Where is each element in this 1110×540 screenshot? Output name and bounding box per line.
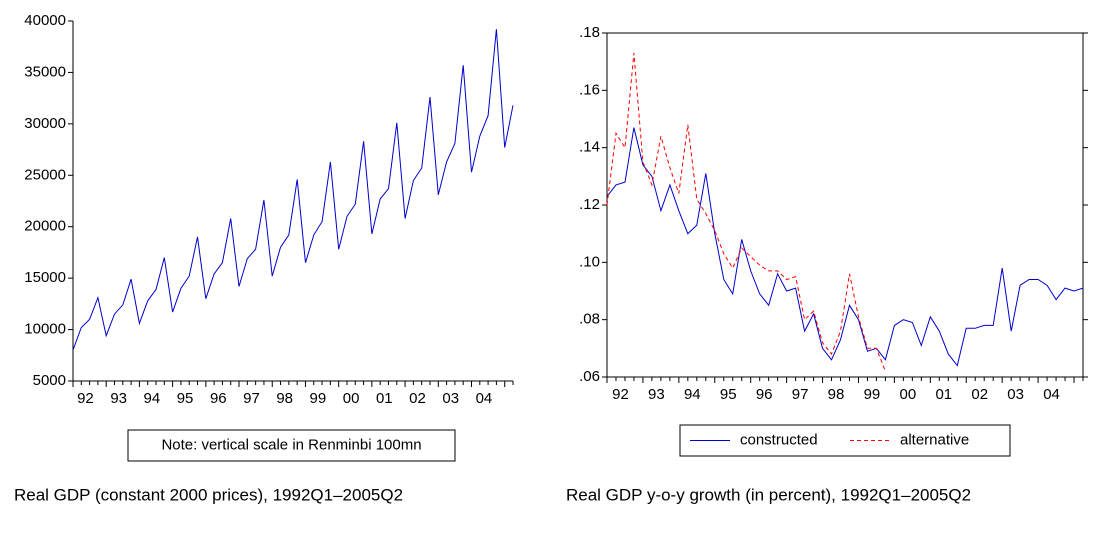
x-tick-label: 02 <box>409 390 426 407</box>
y-tick-label: .16 <box>579 81 600 98</box>
x-tick-label: 04 <box>1043 386 1060 403</box>
y-tick-label: .10 <box>579 253 600 270</box>
x-tick-label: 94 <box>684 386 701 403</box>
x-tick-label: 99 <box>310 390 327 407</box>
y-tick-label: 10000 <box>24 321 66 338</box>
x-tick-label: 96 <box>756 386 773 403</box>
x-tick-label: 01 <box>935 386 952 403</box>
y-tick-label: 15000 <box>24 269 66 286</box>
x-tick-label: 92 <box>612 386 629 403</box>
x-tick-label: 00 <box>343 390 360 407</box>
note-box <box>127 429 456 462</box>
y-tick-label: 35000 <box>24 63 66 80</box>
series-line <box>72 29 514 351</box>
x-tick-label: 03 <box>442 390 459 407</box>
note: Note: vertical scale in Renminbi 100mn <box>161 436 421 453</box>
caption: Real GDP (constant 2000 prices), 1992Q1–… <box>14 485 403 504</box>
y-tick-label: 20000 <box>24 218 66 235</box>
x-tick-label: 95 <box>720 386 737 403</box>
y-tick-label: 40000 <box>24 12 66 29</box>
x-tick-label: 94 <box>144 390 161 407</box>
legend-box <box>679 424 1011 457</box>
y-tick-label: .06 <box>579 368 600 385</box>
x-tick-label: 93 <box>110 390 127 407</box>
x-tick-label: 97 <box>243 390 260 407</box>
x-tick-label: 92 <box>77 390 94 407</box>
x-tick-label: 01 <box>376 390 393 407</box>
legend-label: constructed <box>740 431 818 448</box>
x-tick-label: 96 <box>210 390 227 407</box>
x-tick-label: 03 <box>1007 386 1024 403</box>
y-tick-label: 30000 <box>24 115 66 132</box>
y-tick-label: 25000 <box>24 166 66 183</box>
plot-frame <box>606 32 1084 378</box>
y-tick-label: .08 <box>579 311 600 328</box>
y-tick-label: .12 <box>579 196 600 213</box>
x-tick-label: 04 <box>476 390 493 407</box>
caption: Real GDP y-o-y growth (in percent), 1992… <box>566 485 971 504</box>
legend-label: alternative <box>900 431 969 448</box>
series-line <box>606 127 1084 367</box>
y-tick-label: .18 <box>579 24 600 41</box>
x-tick-label: 95 <box>177 390 194 407</box>
y-tick-label: 5000 <box>33 372 66 389</box>
x-tick-label: 00 <box>900 386 917 403</box>
x-tick-label: 97 <box>792 386 809 403</box>
y-tick-label: .14 <box>579 139 600 156</box>
x-tick-label: 99 <box>864 386 881 403</box>
x-tick-label: 93 <box>648 386 665 403</box>
series-line <box>606 53 886 372</box>
x-tick-label: 98 <box>828 386 845 403</box>
x-tick-label: 98 <box>276 390 293 407</box>
x-tick-label: 02 <box>971 386 988 403</box>
